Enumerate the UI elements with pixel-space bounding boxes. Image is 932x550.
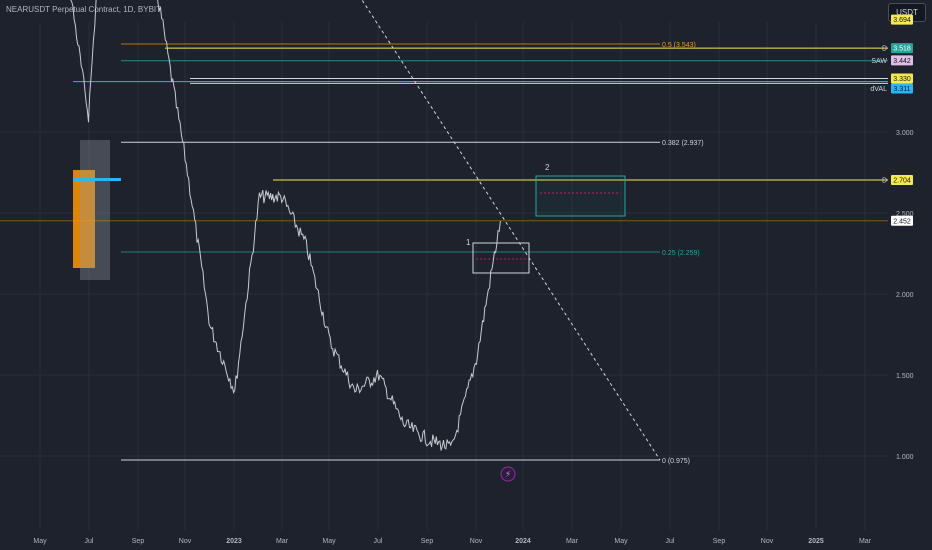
price-tag-value: 3.518 bbox=[893, 46, 911, 53]
grid bbox=[0, 22, 888, 530]
x-tick-label: May bbox=[614, 538, 628, 545]
y-tick-label: 2.500 bbox=[896, 211, 914, 218]
price-tag-bg bbox=[891, 215, 913, 226]
price-tag-marker: D bbox=[882, 177, 887, 184]
zone-boxes: 12 bbox=[466, 163, 626, 274]
fib-labels: 1 (6.112)0.786 (5.013)0.66 (4.363)0.625 … bbox=[662, 42, 704, 465]
lightning-icon[interactable]: ⚡ bbox=[500, 466, 516, 482]
fib-label: 0.382 (2.937) bbox=[662, 140, 704, 147]
price-tag-value: 2.704 bbox=[893, 177, 911, 184]
price-tag-bg bbox=[891, 73, 913, 84]
trend-line bbox=[361, 0, 661, 461]
y-tick-label: 2.000 bbox=[896, 292, 914, 299]
x-tick-label: Jul bbox=[85, 538, 94, 545]
x-tick-label: Mar bbox=[859, 538, 872, 545]
x-tick-label: 2025 bbox=[808, 538, 824, 545]
price-tag-value: 3.330 bbox=[893, 76, 911, 83]
x-tick-label: Mar bbox=[276, 538, 289, 545]
price-tag-value: 2.452 bbox=[893, 218, 911, 225]
x-axis[interactable]: May Jul Sep Nov 2023 Mar May Jul Sep Nov 2024 Mar Ma… bbox=[33, 538, 871, 545]
price-tag-bg bbox=[891, 83, 913, 94]
level-lines bbox=[0, 43, 888, 461]
fib-label: 0.25 (2.259) bbox=[662, 250, 700, 257]
y-tick-label: 1.000 bbox=[896, 454, 914, 461]
y-tick-label: 3.000 bbox=[896, 130, 914, 137]
price-line bbox=[70, 0, 501, 451]
price-tag-value: 3.311 bbox=[894, 86, 911, 93]
x-tick-label: May bbox=[33, 538, 47, 545]
price-tag-bg bbox=[891, 174, 913, 185]
poc-bar bbox=[73, 178, 121, 181]
price-tag-bg bbox=[891, 14, 913, 25]
fib-label: 0 (0.975) bbox=[662, 458, 690, 465]
price-tag-value: 3.694 bbox=[893, 17, 911, 24]
x-tick-label: 2023 bbox=[226, 538, 242, 545]
y-tick-label: 1.500 bbox=[896, 373, 914, 380]
volume-profile-bar bbox=[73, 170, 95, 268]
volume-profile-bar bbox=[80, 140, 110, 280]
annotation-label-2: 2 bbox=[545, 163, 550, 172]
x-tick-label: Jul bbox=[374, 538, 383, 545]
x-tick-label: 2024 bbox=[515, 538, 531, 545]
price-tag-value: 3.442 bbox=[893, 58, 911, 65]
price-tag-marker: SAW bbox=[871, 58, 887, 65]
price-tag-bg bbox=[891, 43, 913, 54]
price-tag-marker: D bbox=[882, 46, 887, 53]
x-tick-label: Nov bbox=[179, 538, 192, 545]
x-tick-label: Sep bbox=[713, 538, 726, 545]
svg-text:⚡: ⚡ bbox=[505, 469, 511, 479]
zone-box-2 bbox=[535, 175, 626, 217]
x-tick-label: Sep bbox=[132, 538, 145, 545]
fib-label: 0.5 (3.543) bbox=[662, 42, 696, 49]
price-tag-bg bbox=[891, 55, 913, 66]
price-tag-marker: dVAL bbox=[870, 86, 887, 93]
x-tick-label: May bbox=[322, 538, 336, 545]
zone-box-1 bbox=[472, 242, 530, 274]
annotation-label-1: 1 bbox=[466, 238, 471, 247]
x-tick-label: Sep bbox=[421, 538, 434, 545]
x-tick-label: Nov bbox=[470, 538, 483, 545]
x-tick-label: Mar bbox=[566, 538, 579, 545]
x-tick-label: Jul bbox=[666, 538, 675, 545]
x-tick-label: Nov bbox=[761, 538, 774, 545]
chart-title: NEARUSDT Perpetual Contract, 1D, BYBIT bbox=[6, 5, 162, 14]
price-tags: 5.972D5.607W5.274SFP4.894W4.3834.370DnPO… bbox=[870, 14, 913, 226]
volume-profile bbox=[73, 140, 121, 280]
